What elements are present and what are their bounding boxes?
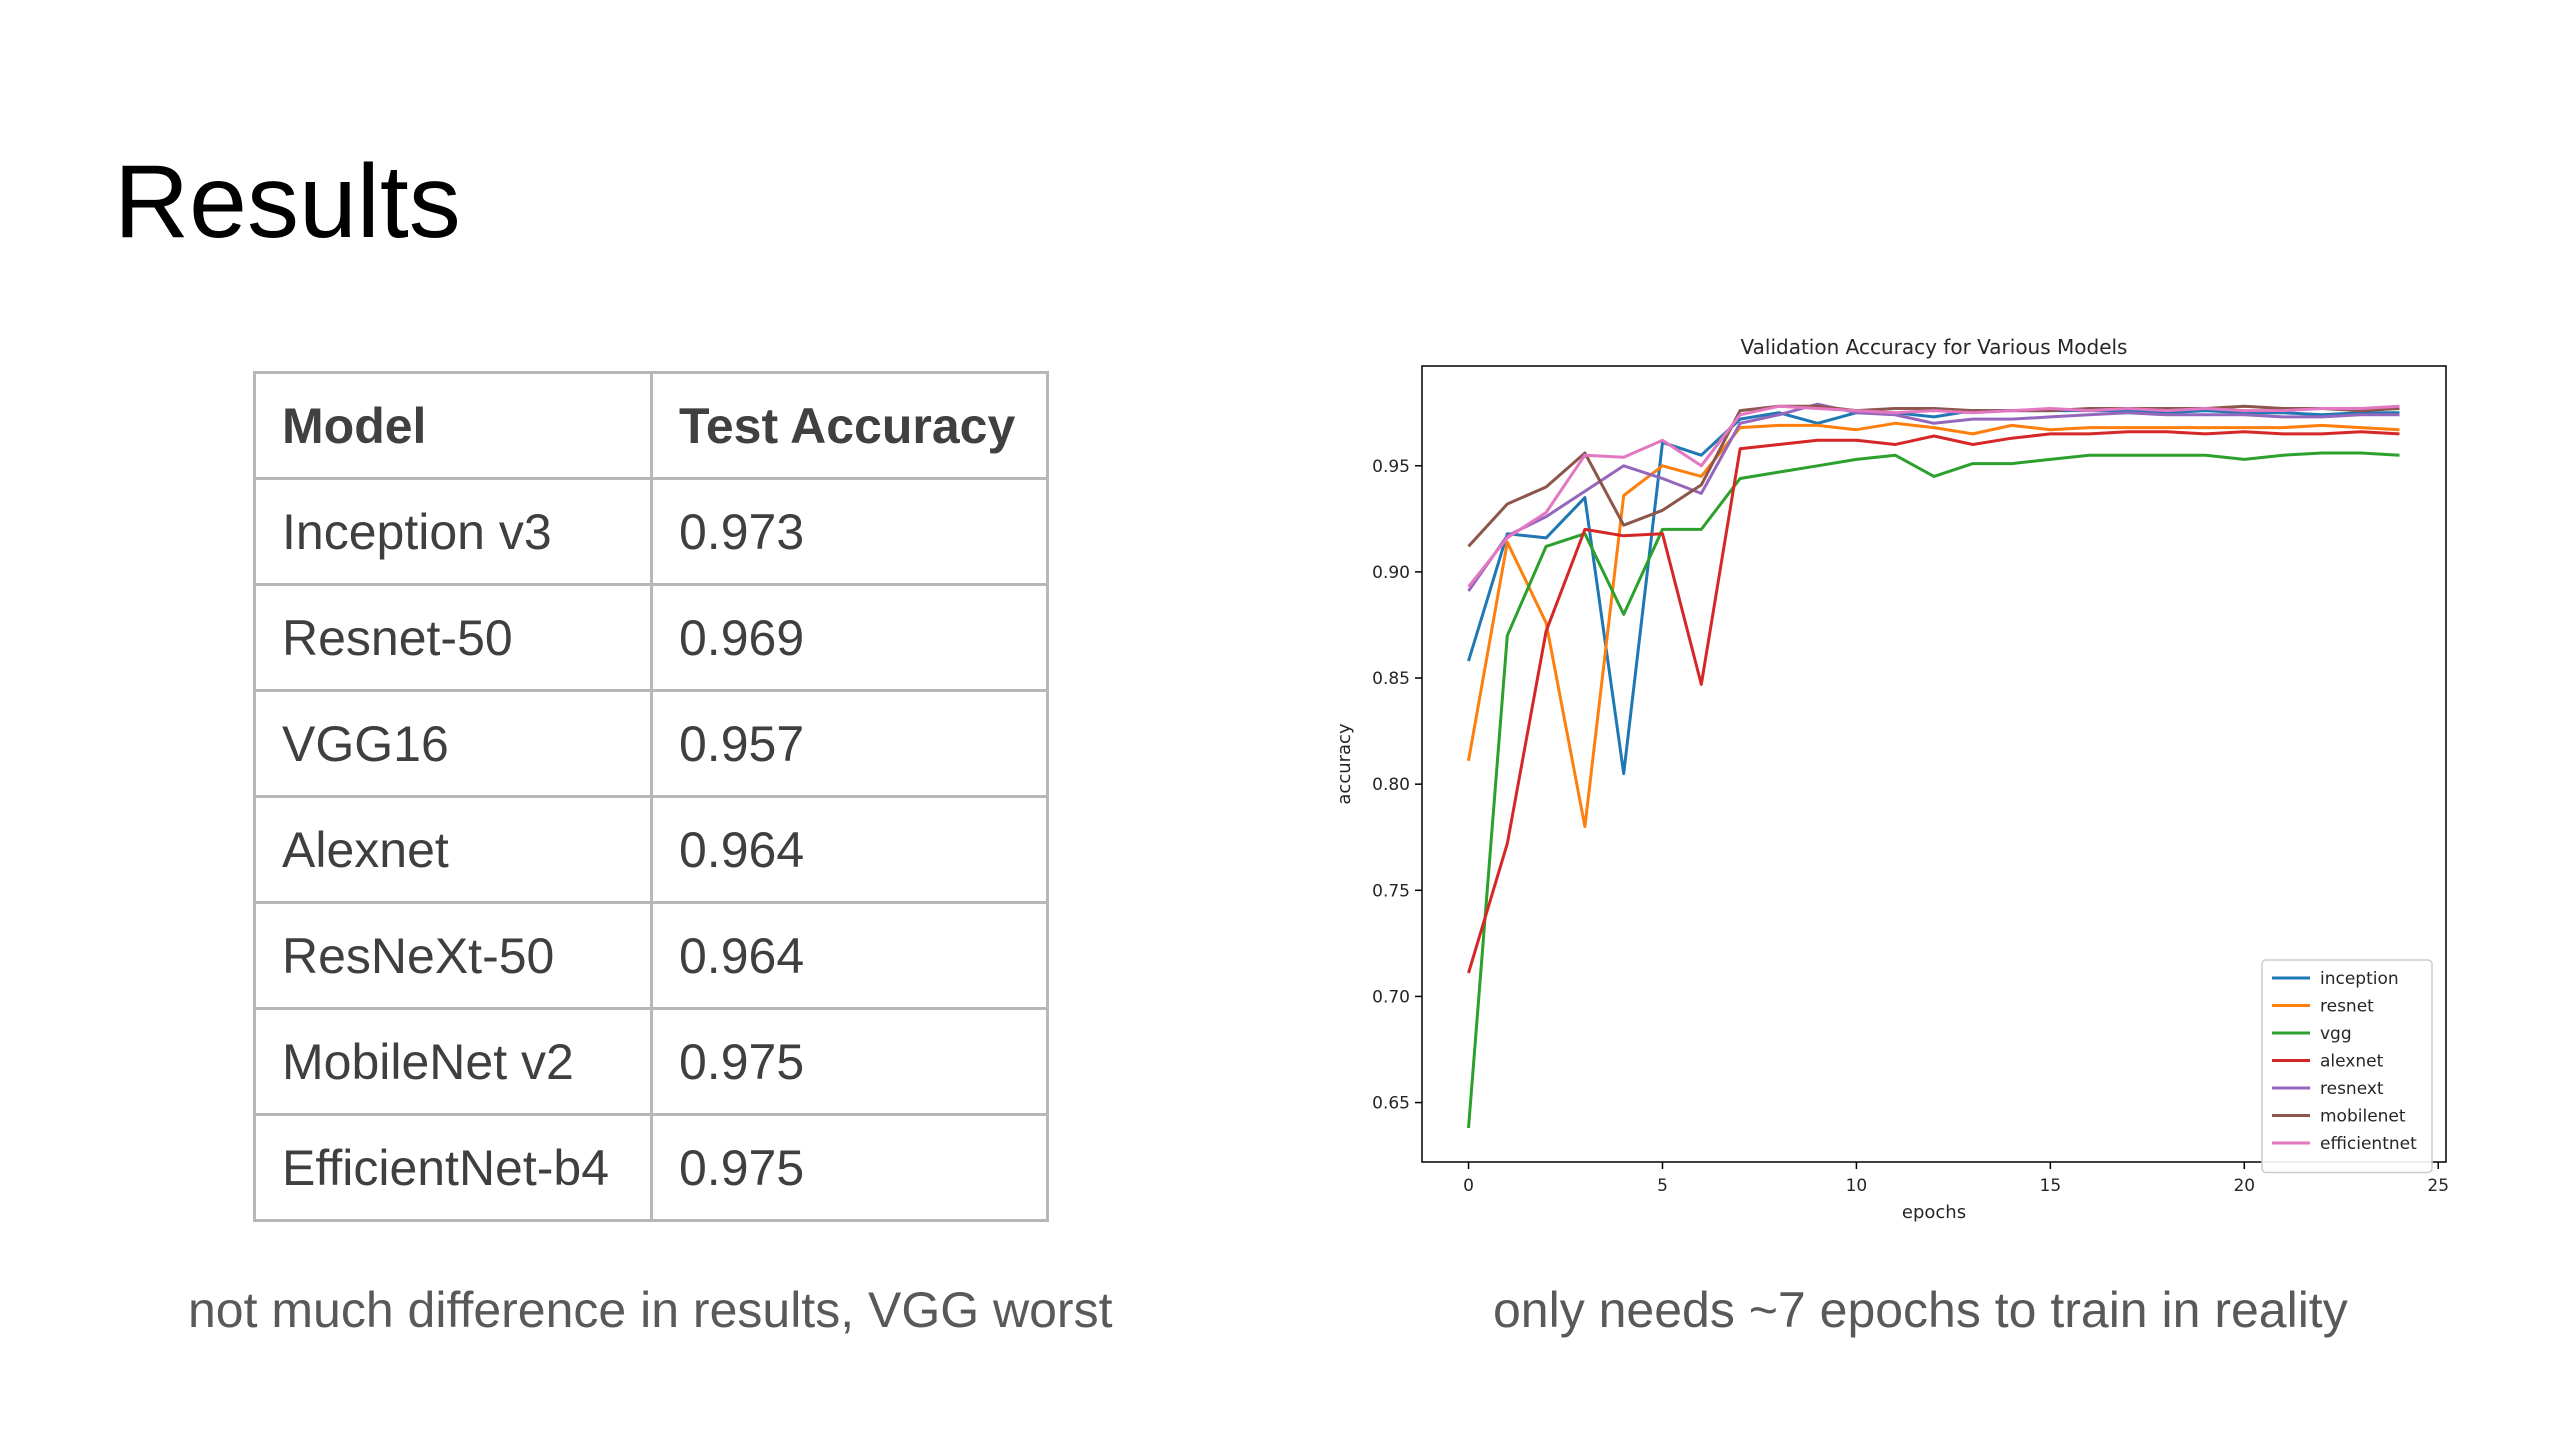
validation-accuracy-chart: Validation Accuracy for Various Models 0 5…: [1334, 335, 2449, 1223]
table-row: MobileNet v2 0.975: [253, 1007, 1049, 1116]
y-tick-label: 0.85: [1372, 669, 1410, 689]
plot-frame: [1421, 365, 2447, 1163]
accuracy-value: 0.957: [650, 689, 1049, 798]
legend-label-inception: inception: [2320, 969, 2399, 989]
x-axis-label: epochs: [1902, 1202, 1966, 1223]
y-tick-label: 0.80: [1372, 775, 1410, 795]
x-tick-label: 5: [1657, 1176, 1668, 1196]
x-tick-label: 10: [1846, 1176, 1868, 1196]
x-tick-label: 15: [2040, 1176, 2062, 1196]
accuracy-value: 0.975: [650, 1007, 1049, 1116]
model-name: Alexnet: [253, 795, 653, 904]
legend-label-efficientnet: efficientnet: [2320, 1134, 2417, 1154]
model-name: ResNeXt-50: [253, 901, 653, 1010]
accuracy-value: 0.964: [650, 901, 1049, 1010]
y-tick-label: 0.95: [1372, 457, 1410, 477]
legend-label-vgg: vgg: [2320, 1024, 2352, 1044]
model-name: Resnet-50: [253, 583, 653, 692]
table-row: Inception v3 0.973: [253, 477, 1049, 586]
legend-label-resnext: resnext: [2320, 1079, 2384, 1099]
legend-box: [2261, 959, 2433, 1174]
header-model: Model: [253, 371, 653, 480]
accuracy-value: 0.973: [650, 477, 1049, 586]
series-line-inception: [1467, 409, 2400, 776]
series-line-vgg: [1467, 451, 2400, 1129]
table-row: ResNeXt-50 0.964: [253, 901, 1049, 1010]
series-line-efficientnet: [1467, 404, 2400, 588]
series-line-resnet: [1467, 421, 2400, 829]
table-row: Alexnet 0.964: [253, 795, 1049, 904]
chart-title: Validation Accuracy for Various Models: [1741, 335, 2128, 359]
legend-label-alexnet: alexnet: [2320, 1052, 2384, 1072]
series-line-alexnet: [1467, 430, 2400, 974]
table-caption: not much difference in results, VGG wors…: [188, 1282, 1113, 1338]
model-name: VGG16: [253, 689, 653, 798]
y-tick-label: 0.65: [1372, 1094, 1410, 1114]
x-tick-label: 25: [2427, 1176, 2449, 1196]
accuracy-value: 0.964: [650, 795, 1049, 904]
table-header-row: Model Test Accuracy: [253, 371, 1049, 480]
table-row: VGG16 0.957: [253, 689, 1049, 798]
results-table: Model Test Accuracy Inception v3 0.973 R…: [253, 371, 1049, 1222]
chart-caption: only needs ~7 epochs to train in reality: [1493, 1282, 2348, 1338]
table-row: EfficientNet-b4 0.975: [253, 1113, 1049, 1222]
legend-label-resnet: resnet: [2320, 997, 2374, 1017]
y-axis-label: accuracy: [1334, 723, 1355, 805]
series-line-mobilenet: [1467, 404, 2400, 548]
series-line-resnext: [1467, 402, 2400, 592]
y-tick-label: 0.70: [1372, 987, 1410, 1007]
model-name: EfficientNet-b4: [253, 1113, 653, 1222]
accuracy-value: 0.969: [650, 583, 1049, 692]
slide-title: Results: [114, 144, 461, 260]
x-tick-label: 20: [2233, 1176, 2255, 1196]
accuracy-value: 0.975: [650, 1113, 1049, 1222]
model-name: Inception v3: [253, 477, 653, 586]
x-tick-label: 0: [1463, 1176, 1474, 1196]
y-tick-label: 0.75: [1372, 881, 1410, 901]
y-tick-label: 0.90: [1372, 563, 1410, 583]
table-row: Resnet-50 0.969: [253, 583, 1049, 692]
model-name: MobileNet v2: [253, 1007, 653, 1116]
header-test-accuracy: Test Accuracy: [650, 371, 1049, 480]
legend-label-mobilenet: mobilenet: [2320, 1107, 2406, 1127]
